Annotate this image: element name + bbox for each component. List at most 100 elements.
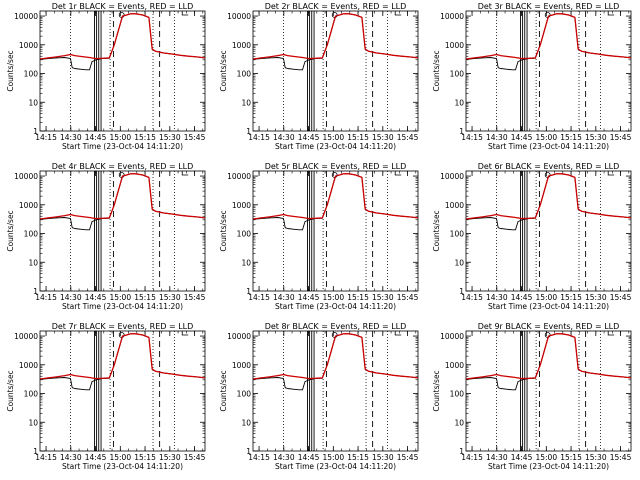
lld-series-line: [39, 173, 206, 220]
y-tick-label: 100: [24, 230, 39, 239]
lld-series-line: [252, 173, 419, 220]
x-tick-label: 14:30: [486, 133, 508, 142]
y-tick-label: 100: [24, 390, 39, 399]
x-tick-label: 15:00: [535, 453, 557, 462]
x-tick-label: 15:45: [397, 453, 419, 462]
panel-5: Det 5r BLACK = Events, RED = LLD 1 10 100 10…: [219, 162, 419, 311]
plot-frame: [39, 10, 206, 132]
y-axis-label: Counts/sec: [219, 210, 228, 251]
x-tick-label: 15:30: [585, 133, 607, 142]
x-axis-label: Start Time (23-Oct-04 14:11:20): [488, 302, 609, 311]
y-tick-label: 1: [459, 127, 464, 136]
x-tick-label: 14:30: [60, 453, 82, 462]
x-tick-label: 14:45: [85, 133, 107, 142]
events-series-line: [465, 173, 632, 231]
panel-title: Det 2r BLACK = Events, RED = LLD: [265, 2, 407, 11]
x-tick-label: 15:30: [585, 293, 607, 302]
x-tick-label: 15:00: [322, 133, 344, 142]
x-tick-label: 15:45: [184, 293, 206, 302]
y-axis-label: Counts/sec: [6, 210, 15, 251]
x-tick-label: 14:30: [60, 293, 82, 302]
y-tick-label: 10000: [14, 172, 38, 181]
y-tick-label: 100: [237, 390, 252, 399]
x-tick-label: 15:15: [134, 293, 156, 302]
y-tick-label: 1: [246, 127, 251, 136]
x-tick-label: 15:00: [535, 293, 557, 302]
panel-title: Det 3r BLACK = Events, RED = LLD: [478, 2, 620, 11]
top-bracket-marker: [607, 11, 615, 16]
lld-series-line: [252, 333, 419, 380]
plot-frame: [39, 170, 206, 292]
plot-frame: [465, 170, 632, 292]
y-tick-label: 10: [454, 258, 464, 267]
x-tick-label: 15:15: [347, 453, 369, 462]
x-axis-label: Start Time (23-Oct-04 14:11:20): [275, 462, 396, 471]
panel-title: Det 7r BLACK = Events, RED = LLD: [52, 322, 194, 331]
events-series-line: [465, 333, 632, 391]
events-series-line: [465, 13, 632, 71]
y-tick-label: 100: [450, 390, 465, 399]
x-tick-label: 14:30: [273, 453, 295, 462]
x-tick-label: 14:45: [511, 453, 533, 462]
y-tick-label: 1000: [232, 201, 251, 210]
x-tick-label: 15:00: [109, 133, 131, 142]
panel-title: Det 1r BLACK = Events, RED = LLD: [52, 2, 194, 11]
x-tick-label: 14:15: [35, 453, 57, 462]
panel-title: Det 9r BLACK = Events, RED = LLD: [478, 322, 620, 331]
events-series-line: [252, 173, 419, 231]
x-axis-label: Start Time (23-Oct-04 14:11:20): [488, 142, 609, 151]
y-tick-label: 1000: [445, 41, 464, 50]
x-tick-label: 15:00: [322, 293, 344, 302]
y-tick-label: 1000: [19, 41, 38, 50]
top-bracket-marker: [607, 171, 615, 176]
y-tick-label: 10: [454, 98, 464, 107]
top-bracket-marker: [394, 11, 402, 16]
x-tick-label: 15:30: [372, 293, 394, 302]
x-tick-label: 14:45: [298, 293, 320, 302]
y-tick-label: 10000: [14, 12, 38, 21]
x-tick-label: 14:30: [60, 133, 82, 142]
y-tick-label: 10000: [227, 332, 251, 341]
x-tick-label: 14:15: [248, 293, 270, 302]
top-bracket-marker: [181, 171, 189, 176]
y-tick-label: 10: [28, 418, 38, 427]
y-tick-label: 10: [28, 98, 38, 107]
x-tick-label: 15:15: [347, 293, 369, 302]
panel-3: Det 3r BLACK = Events, RED = LLD 1 10 100 10…: [432, 2, 632, 151]
x-tick-label: 15:00: [322, 453, 344, 462]
x-tick-label: 15:45: [610, 293, 632, 302]
events-series-line: [39, 333, 206, 391]
y-tick-label: 1: [33, 447, 38, 456]
y-tick-label: 10: [241, 258, 251, 267]
x-tick-label: 15:15: [560, 293, 582, 302]
x-tick-label: 14:45: [85, 453, 107, 462]
x-axis-label: Start Time (23-Oct-04 14:11:20): [488, 462, 609, 471]
x-tick-label: 14:30: [273, 133, 295, 142]
plot-frame: [252, 170, 419, 292]
y-axis-label: Counts/sec: [432, 210, 441, 251]
y-tick-label: 1000: [19, 361, 38, 370]
x-axis-label: Start Time (23-Oct-04 14:11:20): [62, 462, 183, 471]
y-tick-label: 1: [33, 127, 38, 136]
x-tick-label: 14:15: [248, 133, 270, 142]
panel-2: Det 2r BLACK = Events, RED = LLD 1 10 100 10…: [219, 2, 419, 151]
x-axis-label: Start Time (23-Oct-04 14:11:20): [275, 142, 396, 151]
lld-series-line: [252, 13, 419, 60]
x-tick-label: 14:15: [461, 453, 483, 462]
x-tick-label: 15:15: [134, 453, 156, 462]
panel-title: Det 4r BLACK = Events, RED = LLD: [52, 162, 194, 171]
top-bracket-marker: [607, 331, 615, 336]
panel-title: Det 6r BLACK = Events, RED = LLD: [478, 162, 620, 171]
panel-1: Det 1r BLACK = Events, RED = LLD 1 10 100 10…: [6, 2, 206, 151]
x-tick-label: 14:15: [461, 293, 483, 302]
y-tick-label: 1: [459, 447, 464, 456]
x-tick-label: 15:45: [610, 133, 632, 142]
y-tick-label: 1000: [445, 361, 464, 370]
panel-4: Det 4r BLACK = Events, RED = LLD 1 10 100 10…: [6, 162, 206, 311]
top-bracket-marker: [394, 171, 402, 176]
y-tick-label: 10000: [440, 12, 464, 21]
x-tick-label: 15:00: [535, 133, 557, 142]
y-axis-label: Counts/sec: [219, 370, 228, 411]
events-series-line: [252, 13, 419, 71]
